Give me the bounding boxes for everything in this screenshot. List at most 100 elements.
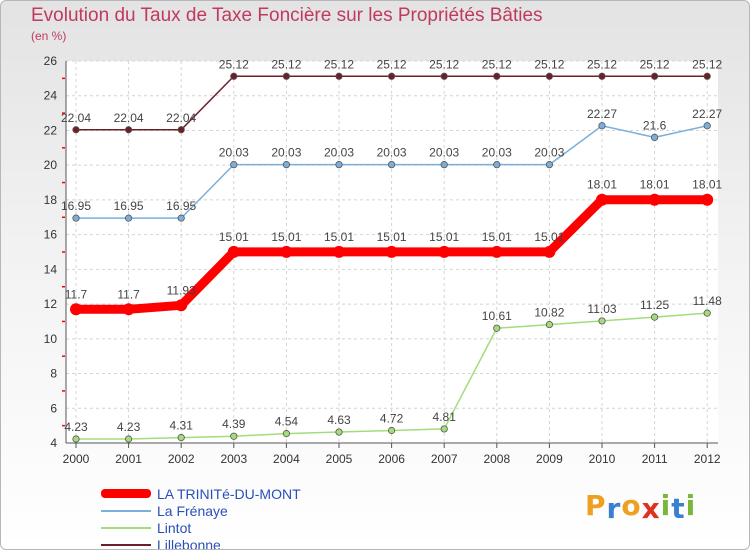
- data-point-la-trinit-du-mont: [175, 299, 188, 312]
- legend-label: LA TRINITé-DU-MONT: [157, 485, 301, 502]
- data-point-lintot: [387, 426, 396, 435]
- data-label-la-trinit-du-mont: 18.01: [640, 178, 670, 192]
- y-tick-label: 8: [50, 367, 57, 381]
- data-label-la-fr-naye: 16.95: [61, 199, 91, 213]
- data-label-la-fr-naye: 20.03: [377, 146, 407, 160]
- x-tick-label: 2005: [326, 452, 353, 466]
- data-point-la-fr-naye: [493, 161, 501, 169]
- data-label-lillebonne: 25.12: [219, 57, 249, 71]
- data-label-lintot: 4.54: [275, 415, 299, 429]
- data-point-lillebonne: [703, 72, 711, 80]
- data-point-la-fr-naye: [598, 122, 606, 130]
- x-tick-label: 2009: [536, 452, 563, 466]
- data-label-lintot: 11.03: [587, 302, 616, 316]
- legend-swatch: [101, 543, 151, 546]
- data-label-la-trinit-du-mont: 15.01: [377, 230, 407, 244]
- x-tick-label: 2010: [589, 452, 616, 466]
- data-label-lintot: 11.48: [693, 294, 722, 308]
- data-label-lintot: 4.63: [327, 413, 351, 427]
- data-label-lillebonne: 25.12: [587, 57, 617, 71]
- data-label-la-fr-naye: 22.27: [587, 107, 617, 121]
- y-axis-unit-label: (en %): [31, 29, 67, 43]
- data-point-la-fr-naye: [177, 214, 185, 222]
- data-label-lillebonne: 25.12: [640, 57, 670, 71]
- data-point-lillebonne: [282, 72, 290, 80]
- data-label-la-trinit-du-mont: 15.01: [271, 230, 301, 244]
- data-label-lintot: 11.25: [640, 298, 669, 312]
- data-label-la-fr-naye: 20.03: [271, 146, 301, 160]
- data-point-lillebonne: [177, 126, 185, 134]
- data-point-lintot: [493, 324, 501, 332]
- y-tick-label: 4: [50, 436, 57, 450]
- data-label-lintot: 4.23: [117, 420, 141, 434]
- data-point-lintot: [440, 425, 448, 433]
- data-label-la-trinit-du-mont: 15.01: [324, 230, 354, 244]
- data-label-lillebonne: 22.04: [166, 111, 196, 125]
- x-tick-label: 2001: [115, 452, 142, 466]
- x-tick-label: 2006: [378, 452, 405, 466]
- data-point-la-fr-naye: [282, 161, 290, 169]
- data-label-la-trinit-du-mont: 11.7: [117, 287, 140, 301]
- data-point-lintot: [335, 428, 343, 436]
- x-tick-label: 2003: [220, 452, 247, 466]
- legend-item-lillebonne: Lillebonne: [101, 536, 301, 549]
- data-point-lintot: [72, 435, 80, 443]
- x-tick-label: 2011: [642, 452, 668, 466]
- legend-label: La Frénaye: [157, 502, 228, 519]
- data-label-la-trinit-du-mont: 11.93: [167, 283, 196, 297]
- data-point-la-fr-naye: [545, 161, 554, 169]
- data-point-lillebonne: [493, 72, 501, 80]
- data-point-lillebonne: [335, 72, 343, 80]
- data-label-lillebonne: 25.12: [377, 57, 407, 71]
- y-tick-label: 12: [44, 297, 58, 311]
- data-point-la-trinit-du-mont: [385, 245, 398, 258]
- x-tick-label: 2008: [483, 452, 510, 466]
- y-tick-label: 22: [44, 123, 58, 137]
- data-label-lintot: 10.61: [482, 309, 512, 323]
- data-point-la-fr-naye: [387, 161, 396, 169]
- data-label-lillebonne: 25.12: [534, 57, 564, 71]
- data-point-la-fr-naye: [335, 161, 343, 169]
- data-label-la-trinit-du-mont: 15.01: [534, 230, 564, 244]
- data-label-lintot: 4.31: [170, 419, 194, 433]
- data-point-la-trinit-du-mont: [122, 303, 135, 316]
- data-point-lillebonne: [125, 126, 133, 134]
- x-tick-label: 2004: [273, 452, 300, 466]
- data-point-la-trinit-du-mont: [70, 303, 82, 316]
- data-point-la-trinit-du-mont: [701, 193, 714, 206]
- data-label-la-trinit-du-mont: 18.01: [587, 178, 617, 192]
- data-point-la-trinit-du-mont: [333, 245, 345, 258]
- data-label-lillebonne: 25.12: [429, 57, 459, 71]
- data-point-la-trinit-du-mont: [596, 193, 608, 206]
- data-point-lillebonne: [598, 72, 606, 80]
- data-label-la-trinit-du-mont: 11.7: [65, 287, 88, 301]
- data-label-la-trinit-du-mont: 15.01: [219, 230, 249, 244]
- legend-item-la-trinite-du-mont: LA TRINITé-DU-MONT: [101, 485, 301, 502]
- data-label-la-trinit-du-mont: 15.01: [482, 230, 512, 244]
- legend-swatch: [101, 489, 151, 498]
- x-tick-label: 2000: [63, 452, 90, 466]
- logo-letter: o: [621, 489, 642, 522]
- data-point-la-trinit-du-mont: [648, 193, 661, 206]
- data-point-lillebonne: [230, 72, 238, 80]
- data-point-la-trinit-du-mont: [438, 245, 451, 258]
- data-label-la-fr-naye: 21.6: [643, 118, 667, 132]
- legend-item-la-frenaye: La Frénaye: [101, 502, 301, 519]
- data-label-la-fr-naye: 16.95: [166, 199, 196, 213]
- data-point-la-fr-naye: [125, 214, 133, 222]
- y-tick-label: 24: [44, 89, 58, 103]
- data-label-la-fr-naye: 22.27: [692, 107, 722, 121]
- data-point-la-trinit-du-mont: [280, 245, 293, 258]
- data-label-la-fr-naye: 20.03: [324, 146, 354, 160]
- data-point-lintot: [650, 313, 659, 321]
- data-point-la-fr-naye: [230, 161, 238, 169]
- data-point-lintot: [703, 309, 711, 317]
- x-tick-label: 2007: [431, 452, 458, 466]
- data-point-lintot: [282, 430, 290, 438]
- data-label-la-trinit-du-mont: 18.01: [692, 178, 722, 192]
- data-label-lillebonne: 22.04: [61, 111, 91, 125]
- data-label-la-fr-naye: 20.03: [219, 146, 249, 160]
- logo-letter: i: [660, 489, 672, 522]
